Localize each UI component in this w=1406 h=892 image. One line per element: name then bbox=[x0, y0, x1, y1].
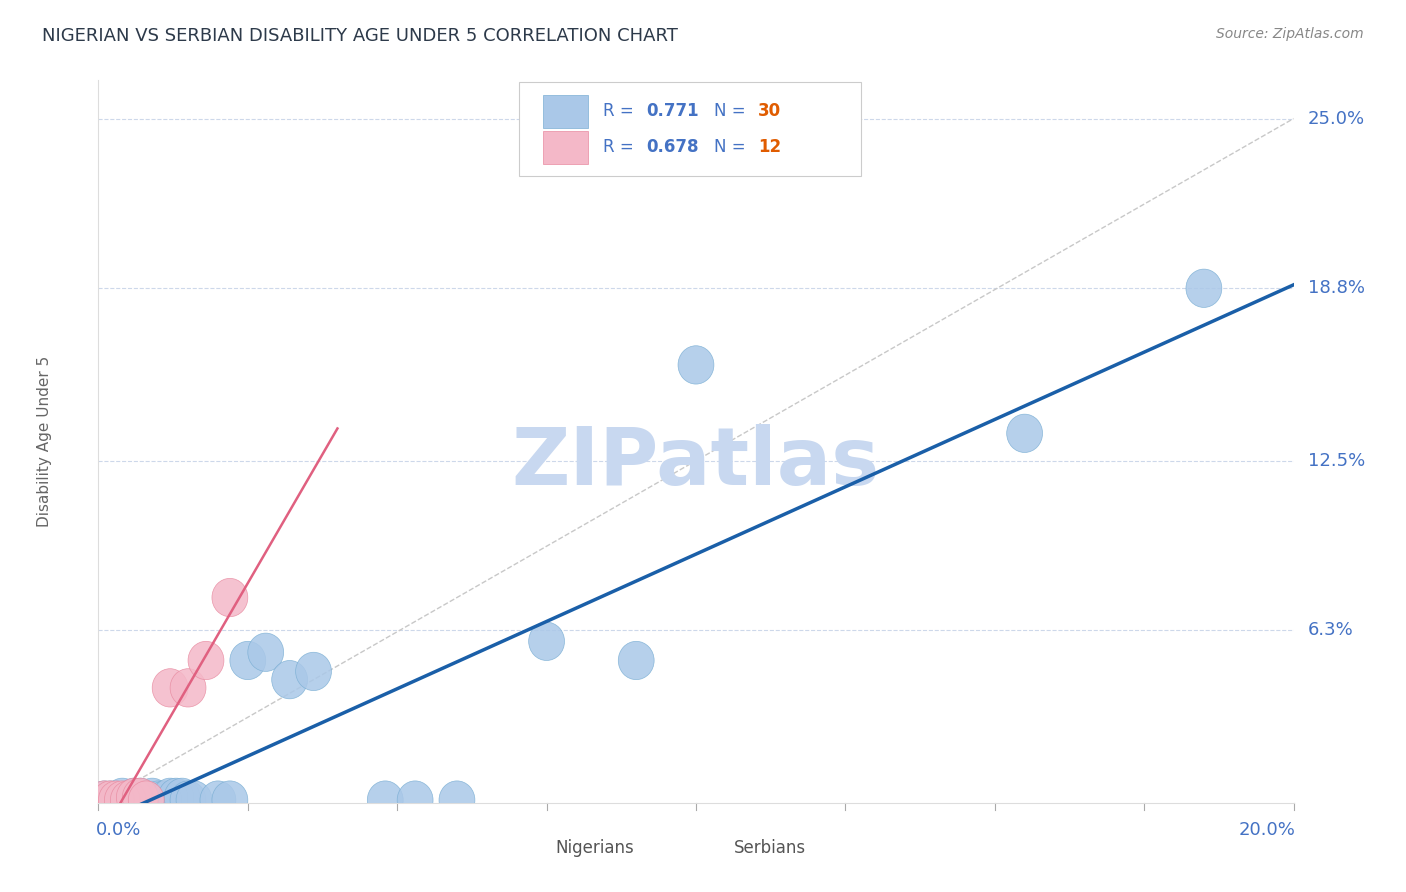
Ellipse shape bbox=[117, 778, 152, 816]
Text: N =: N = bbox=[714, 103, 751, 120]
Text: NIGERIAN VS SERBIAN DISABILITY AGE UNDER 5 CORRELATION CHART: NIGERIAN VS SERBIAN DISABILITY AGE UNDER… bbox=[42, 27, 678, 45]
Ellipse shape bbox=[104, 780, 141, 819]
FancyBboxPatch shape bbox=[543, 95, 589, 128]
Ellipse shape bbox=[1007, 414, 1043, 452]
Ellipse shape bbox=[141, 780, 176, 819]
Ellipse shape bbox=[212, 780, 247, 819]
Text: Serbians: Serbians bbox=[734, 839, 806, 857]
Ellipse shape bbox=[165, 778, 200, 816]
Ellipse shape bbox=[271, 660, 308, 698]
Ellipse shape bbox=[117, 778, 152, 816]
Ellipse shape bbox=[98, 780, 135, 819]
Ellipse shape bbox=[188, 641, 224, 680]
Text: ZIPatlas: ZIPatlas bbox=[512, 425, 880, 502]
Text: 0.0%: 0.0% bbox=[96, 821, 142, 838]
Ellipse shape bbox=[231, 641, 266, 680]
Ellipse shape bbox=[104, 778, 141, 816]
Ellipse shape bbox=[98, 780, 135, 819]
Ellipse shape bbox=[398, 780, 433, 819]
Ellipse shape bbox=[367, 780, 404, 819]
Ellipse shape bbox=[128, 780, 165, 819]
Ellipse shape bbox=[619, 641, 654, 680]
FancyBboxPatch shape bbox=[519, 82, 860, 177]
Ellipse shape bbox=[93, 780, 128, 819]
Text: 25.0%: 25.0% bbox=[1308, 110, 1365, 128]
Ellipse shape bbox=[87, 780, 122, 819]
Ellipse shape bbox=[110, 780, 146, 819]
Ellipse shape bbox=[439, 780, 475, 819]
Ellipse shape bbox=[212, 578, 247, 616]
Ellipse shape bbox=[93, 780, 128, 819]
Ellipse shape bbox=[122, 778, 159, 816]
Text: 0.771: 0.771 bbox=[645, 103, 699, 120]
Ellipse shape bbox=[110, 780, 146, 819]
Text: 12: 12 bbox=[758, 138, 782, 156]
Text: 18.8%: 18.8% bbox=[1308, 279, 1365, 297]
Ellipse shape bbox=[146, 780, 183, 819]
Ellipse shape bbox=[200, 780, 236, 819]
Ellipse shape bbox=[1187, 269, 1222, 308]
Text: R =: R = bbox=[603, 103, 638, 120]
FancyBboxPatch shape bbox=[543, 131, 589, 164]
Text: Disability Age Under 5: Disability Age Under 5 bbox=[37, 356, 52, 527]
Ellipse shape bbox=[87, 780, 122, 819]
Text: 30: 30 bbox=[758, 103, 782, 120]
Text: Source: ZipAtlas.com: Source: ZipAtlas.com bbox=[1216, 27, 1364, 41]
Ellipse shape bbox=[135, 778, 170, 816]
Text: 20.0%: 20.0% bbox=[1239, 821, 1296, 838]
Ellipse shape bbox=[529, 623, 565, 660]
Ellipse shape bbox=[152, 669, 188, 707]
Ellipse shape bbox=[247, 633, 284, 672]
FancyBboxPatch shape bbox=[510, 838, 544, 858]
Text: 0.678: 0.678 bbox=[645, 138, 699, 156]
Ellipse shape bbox=[159, 778, 194, 816]
Text: N =: N = bbox=[714, 138, 751, 156]
Ellipse shape bbox=[128, 780, 165, 819]
FancyBboxPatch shape bbox=[690, 838, 724, 858]
Text: Nigerians: Nigerians bbox=[555, 839, 634, 857]
Ellipse shape bbox=[678, 346, 714, 384]
Text: 12.5%: 12.5% bbox=[1308, 451, 1365, 470]
Text: 6.3%: 6.3% bbox=[1308, 622, 1354, 640]
Ellipse shape bbox=[176, 780, 212, 819]
Ellipse shape bbox=[152, 778, 188, 816]
Ellipse shape bbox=[170, 780, 207, 819]
Ellipse shape bbox=[295, 652, 332, 690]
Text: R =: R = bbox=[603, 138, 638, 156]
Ellipse shape bbox=[170, 669, 207, 707]
Ellipse shape bbox=[122, 778, 159, 816]
